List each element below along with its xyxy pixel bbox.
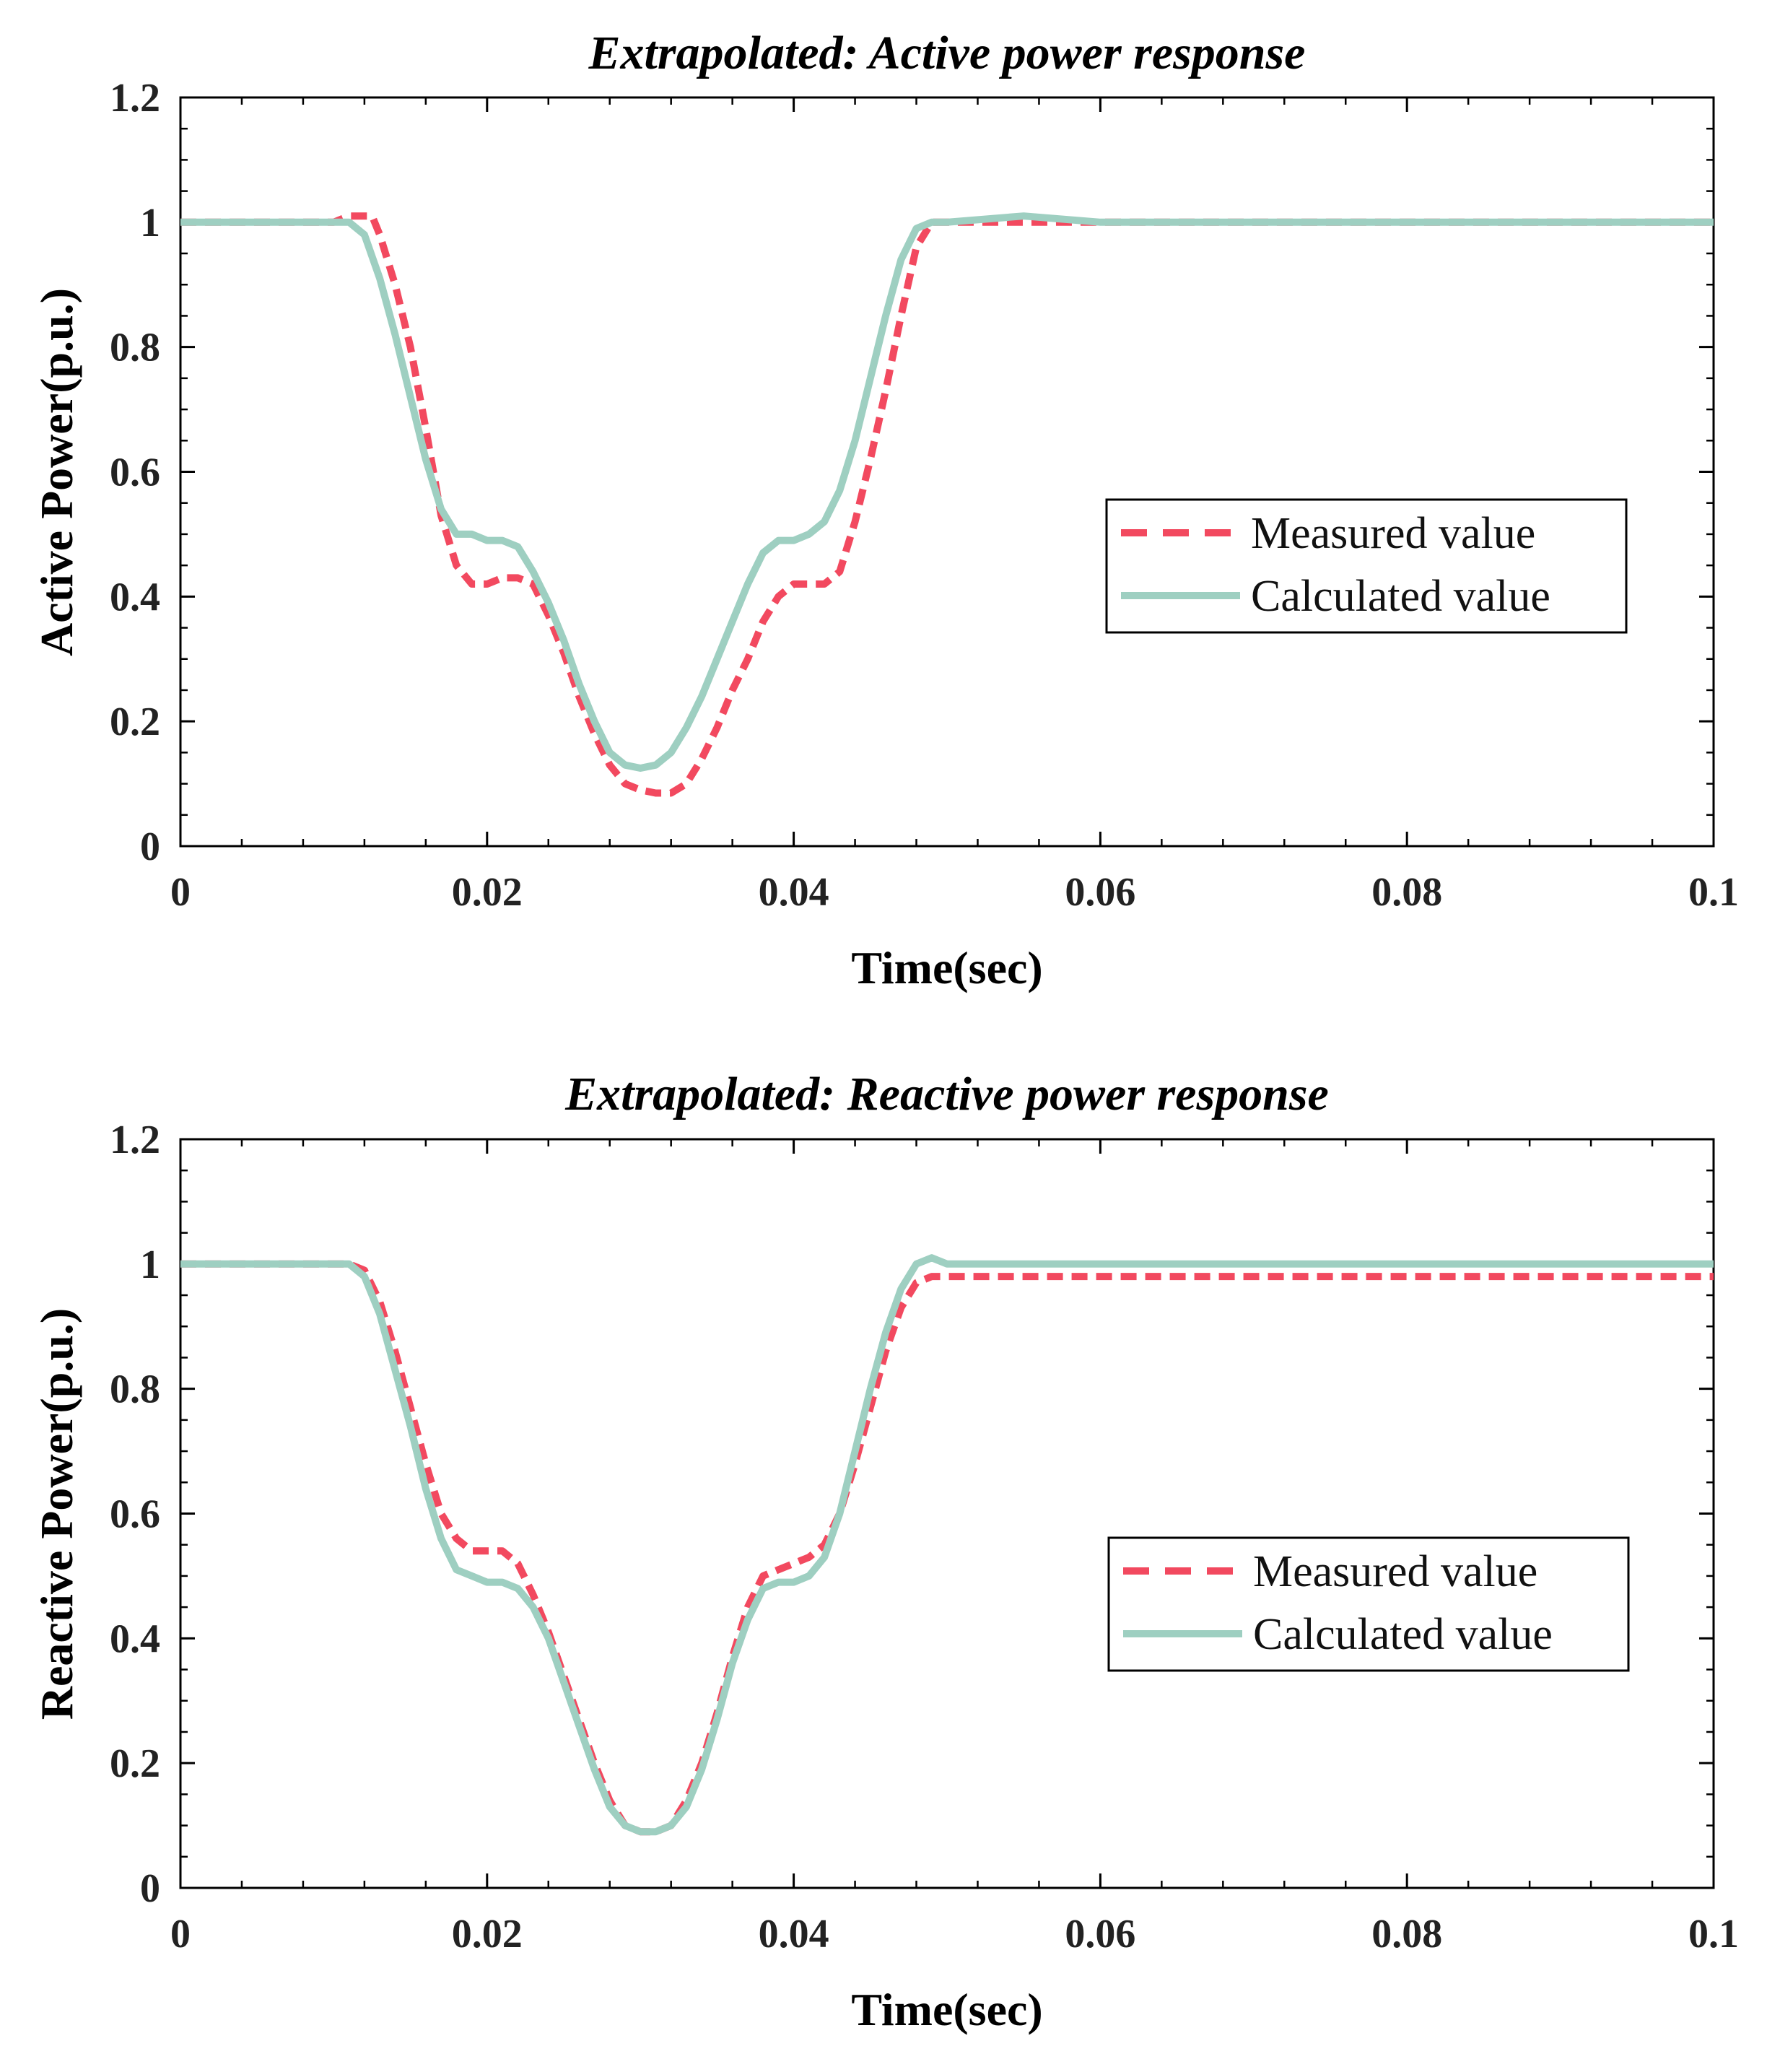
y-tick-label: 0.2	[110, 1741, 160, 1786]
chart-title: Extrapolated: Reactive power response	[564, 1068, 1329, 1120]
y-tick-label: 0.6	[110, 450, 160, 495]
legend-calculated-label: Calculated value	[1251, 572, 1550, 621]
series-lines	[180, 1254, 1714, 1836]
x-tick-labels: 0 0.02 0.04 0.06 0.08 0.1	[170, 870, 1739, 915]
x-tick-label: 0.06	[1065, 1912, 1135, 1956]
x-tick-labels: 0 0.02 0.04 0.06 0.08 0.1	[170, 1912, 1739, 1956]
x-tick-label: 0.1	[1688, 870, 1739, 915]
legend-measured-label: Measured value	[1251, 509, 1535, 558]
x-tick-label: 0.1	[1688, 1912, 1739, 1956]
y-tick-label: 0	[140, 1866, 160, 1911]
tick-marks	[179, 1138, 1715, 1889]
series-lines	[180, 212, 1714, 797]
x-tick-label: 0	[170, 870, 191, 915]
x-tick-label: 0.08	[1371, 1912, 1442, 1956]
y-tick-label: 0.4	[110, 1616, 160, 1661]
chart-title: Extrapolated: Active power response	[588, 27, 1306, 79]
y-axis-label: Active Power(p.u.)	[31, 288, 82, 656]
y-tick-label: 0.2	[110, 700, 160, 744]
x-tick-label: 0.04	[759, 1912, 829, 1956]
legend: Measured value Calculated value	[1107, 1536, 1630, 1672]
legend-measured-label: Measured value	[1253, 1547, 1537, 1596]
y-tick-label: 0.6	[110, 1492, 160, 1537]
series-measured-line	[180, 212, 1714, 797]
x-tick-label: 0	[170, 1912, 191, 1956]
x-tick-label: 0.02	[452, 1912, 523, 1956]
x-tick-label: 0.02	[452, 870, 523, 915]
y-tick-label: 1	[140, 1242, 160, 1287]
x-tick-label: 0.04	[759, 870, 829, 915]
y-tick-label: 1	[140, 201, 160, 245]
legend-calculated-label: Calculated value	[1253, 1610, 1553, 1659]
y-tick-label: 1.2	[110, 76, 160, 121]
plot-area	[179, 1138, 1715, 1889]
x-axis-label: Time(sec)	[851, 1984, 1042, 2035]
legend-box	[1105, 498, 1628, 634]
x-tick-label: 0.08	[1371, 870, 1442, 915]
y-tick-label: 0.4	[110, 575, 160, 619]
y-tick-label: 0	[140, 824, 160, 869]
series-calculated-line	[180, 212, 1714, 772]
y-tick-label: 1.2	[110, 1118, 160, 1162]
legend-box	[1107, 1536, 1630, 1672]
y-tick-labels: 0 0.2 0.4 0.6 0.8 1 1.2	[110, 1118, 160, 1911]
y-tick-label: 0.8	[110, 326, 160, 370]
legend: Measured value Calculated value	[1105, 498, 1628, 634]
plot-area	[179, 96, 1715, 848]
x-axis-label: Time(sec)	[851, 942, 1042, 993]
y-tick-label: 0.8	[110, 1367, 160, 1412]
y-axis-label: Reactive Power(p.u.)	[31, 1308, 82, 1720]
series-calculated-line	[180, 1254, 1714, 1836]
y-tick-labels: 0 0.2 0.4 0.6 0.8 1 1.2	[110, 76, 160, 869]
x-tick-label: 0.06	[1065, 870, 1135, 915]
active-power-chart: Extrapolated: Active power response 0 0.0…	[31, 27, 1739, 993]
